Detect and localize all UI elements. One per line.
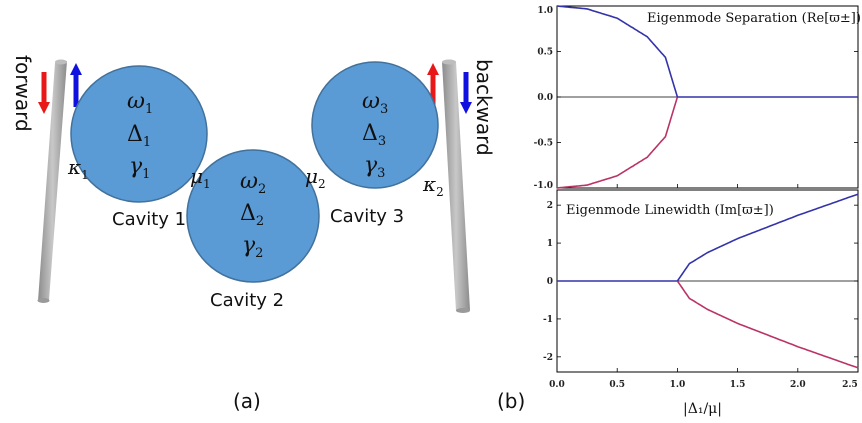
top-ytick-label: 1.0 bbox=[537, 6, 553, 16]
top-series-0-line bbox=[556, 5, 679, 98]
bottom-ytick-label: -2 bbox=[543, 353, 553, 363]
svg-text:ω2: ω2 bbox=[240, 169, 266, 197]
svg-text:γ2: γ2 bbox=[242, 233, 263, 261]
plot-top-title: Eigenmode Separation (Re[ϖ±]) bbox=[647, 11, 861, 26]
bottom-xtick-label: 1.5 bbox=[730, 380, 746, 390]
panel-a: forward backward ω1 Δ1 γ1 ω2 Δ2 γ2 ω3 Δ3… bbox=[11, 55, 496, 413]
plot-bottom-title: Eigenmode Linewidth (Im[ϖ±]) bbox=[566, 203, 774, 218]
panel-a-label: (a) bbox=[233, 389, 261, 413]
bottom-xtick-label: 0.0 bbox=[549, 380, 565, 390]
right-waveguide bbox=[442, 59, 470, 313]
bottom-ytick-label: -1 bbox=[543, 315, 553, 325]
bottom-ytick-label: 2 bbox=[547, 201, 553, 211]
svg-text:Δ2: Δ2 bbox=[240, 201, 264, 229]
bottom-xtick-label: 2.0 bbox=[790, 380, 806, 390]
cavity-1: ω1 Δ1 γ1 bbox=[70, 65, 208, 203]
bottom-xtick-label: 1.0 bbox=[670, 380, 686, 390]
right-blue-arrow-icon bbox=[460, 72, 472, 114]
cavity-2-label: Cavity 2 bbox=[210, 290, 284, 311]
left-red-arrow-icon bbox=[38, 72, 50, 114]
left-waveguide bbox=[37, 59, 67, 303]
svg-text:Δ1: Δ1 bbox=[127, 122, 151, 150]
kappa-1-label: κ1 bbox=[67, 155, 89, 182]
left-blue-arrow-icon bbox=[70, 63, 82, 107]
bottom-xtick-label: 0.5 bbox=[609, 380, 625, 390]
svg-text:γ3: γ3 bbox=[364, 153, 385, 181]
x-axis-label: |Δ₁/μ| bbox=[683, 401, 722, 417]
bottom-series-2-line bbox=[676, 280, 859, 369]
bottom-ytick-label: 1 bbox=[547, 239, 553, 249]
svg-text:ω1: ω1 bbox=[127, 89, 153, 117]
bottom-xtick-label: 2.5 bbox=[842, 380, 858, 390]
bottom-series-1-line bbox=[676, 193, 859, 282]
forward-label: forward bbox=[11, 55, 35, 132]
top-ytick-label: 0.5 bbox=[537, 48, 553, 58]
top-ytick-label: -0.5 bbox=[534, 139, 553, 149]
cavity-3-label: Cavity 3 bbox=[330, 206, 404, 227]
top-ytick-label: 0.0 bbox=[537, 93, 553, 103]
top-series-1-line bbox=[556, 96, 679, 189]
plot-bottom: Eigenmode Linewidth (Im[ϖ±]) 2 1 0 -1 -2 0.0 0… bbox=[543, 189, 859, 390]
plot-top: Eigenmode Separation (Re[ϖ±]) 1.0 0.5 0.0 -… bbox=[534, 5, 861, 191]
top-ytick-label: -1.0 bbox=[534, 181, 553, 191]
backward-label: backward bbox=[472, 59, 496, 156]
mu-1-label: μ1 bbox=[190, 164, 211, 191]
bottom-ytick-label: 0 bbox=[547, 277, 553, 287]
svg-text:ω3: ω3 bbox=[362, 89, 388, 117]
svg-text:γ1: γ1 bbox=[129, 154, 150, 182]
cavity-1-label: Cavity 1 bbox=[112, 209, 186, 230]
cavity-3: ω3 Δ3 γ3 bbox=[311, 61, 439, 189]
panel-b-label: (b) bbox=[497, 389, 525, 413]
svg-text:Δ3: Δ3 bbox=[362, 121, 386, 149]
cavity-2: ω2 Δ2 γ2 bbox=[186, 149, 320, 283]
mu-2-label: μ2 bbox=[305, 164, 326, 191]
kappa-2-label: κ2 bbox=[422, 172, 444, 199]
